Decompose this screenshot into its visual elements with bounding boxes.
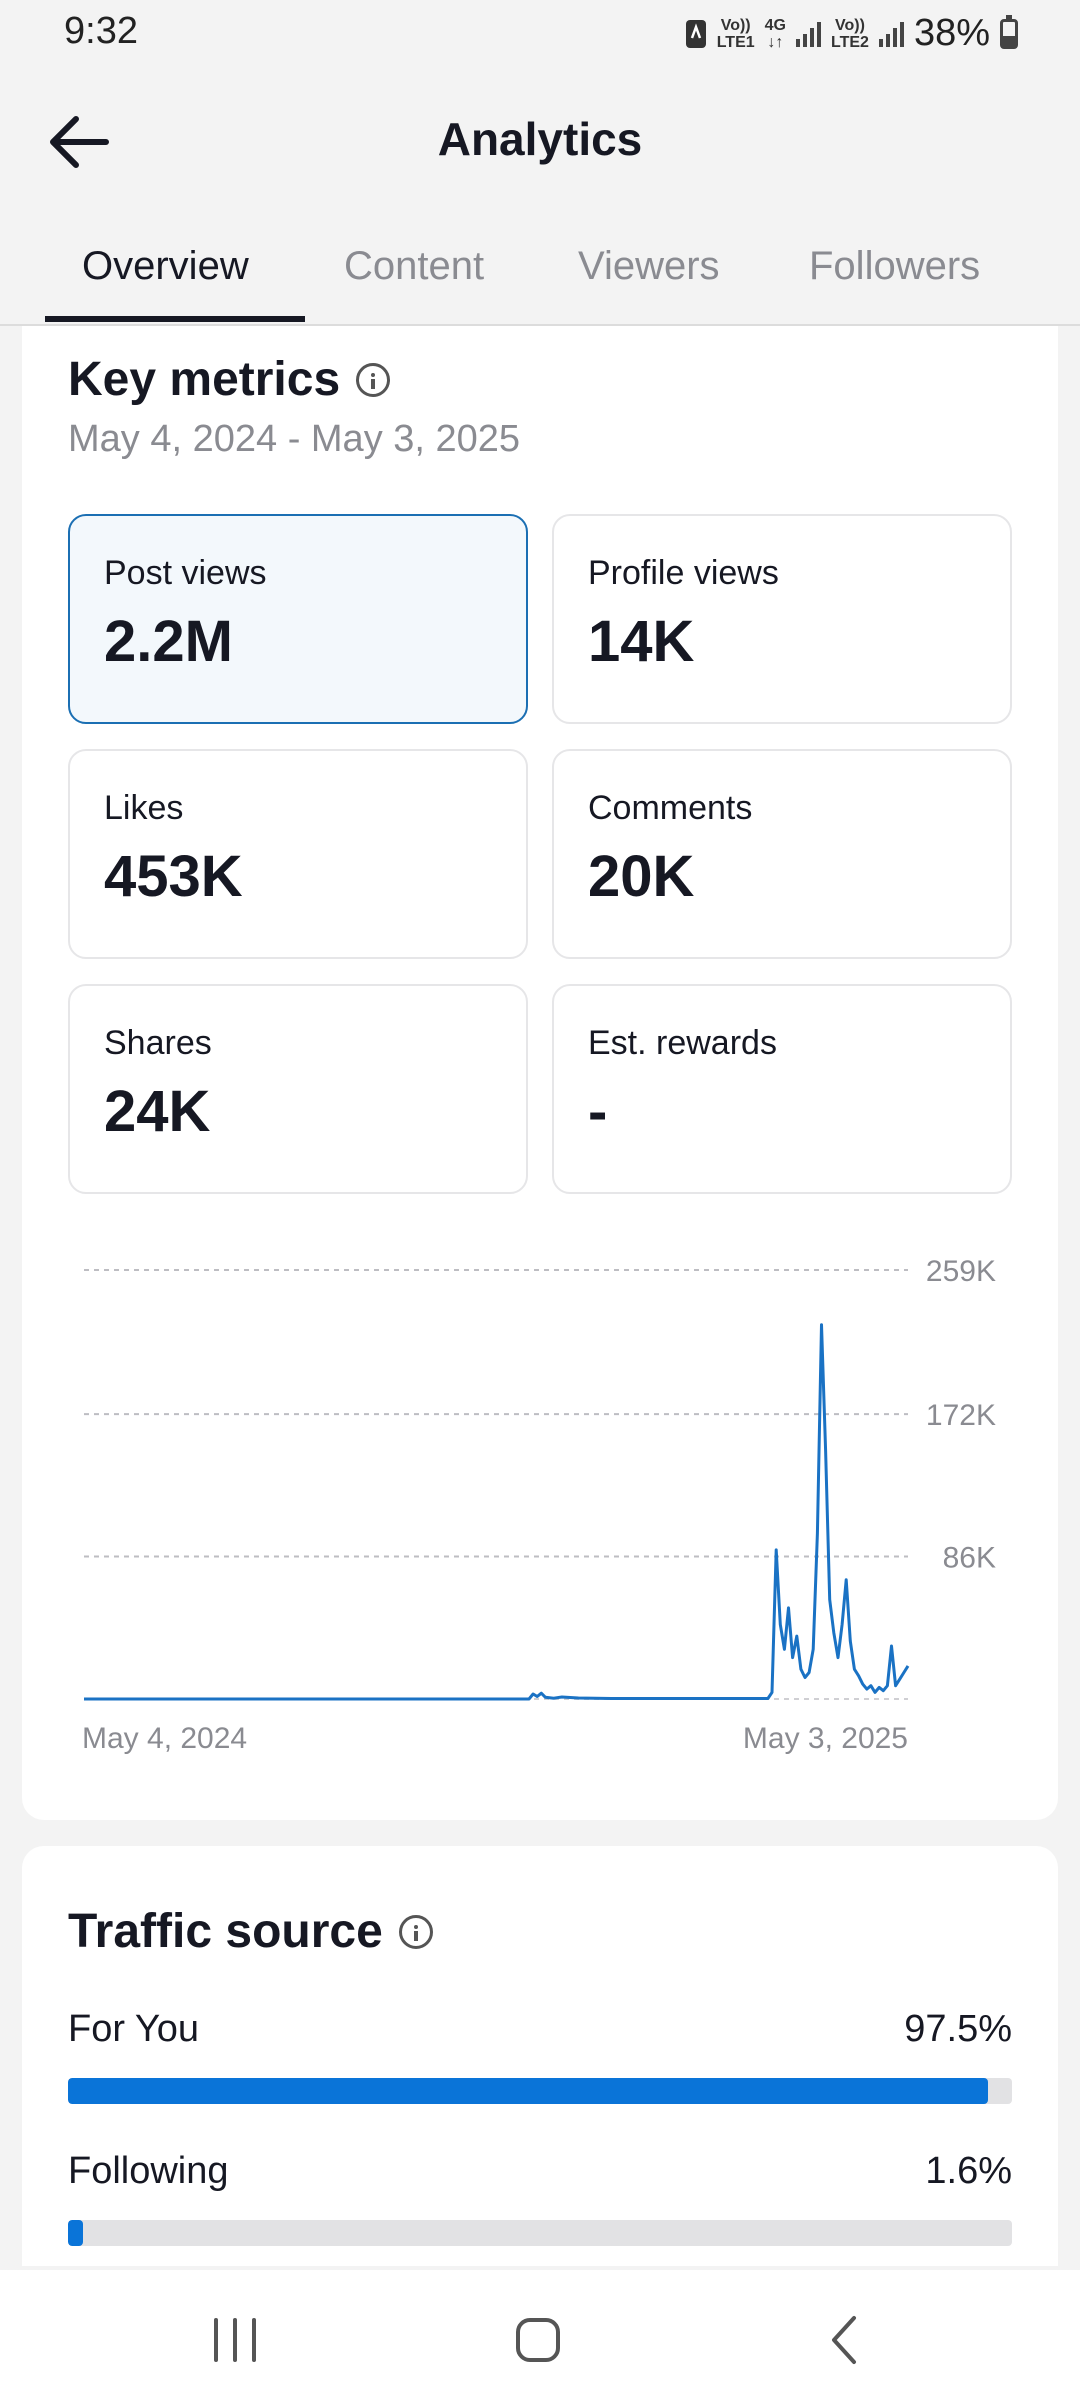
home-icon[interactable] (510, 2310, 570, 2370)
status-bar: 9:32 Vo)) LTE1 4G ↓↑ Vo)) LTE2 38% (0, 0, 1080, 72)
metric-label: Profile views (588, 554, 779, 592)
tab-viewers[interactable]: Viewers (578, 244, 720, 288)
arrow-left-icon (50, 116, 109, 168)
status-icons: Vo)) LTE1 4G ↓↑ Vo)) LTE2 38% (685, 12, 1018, 55)
post-views-chart: 86K 172K 259K May 4, 2024 May 3, 2025 (82, 1255, 996, 1755)
tab-content[interactable]: Content (344, 244, 485, 288)
date-range: May 4, 2024 - May 3, 2025 (68, 418, 521, 460)
back-icon[interactable] (820, 2310, 870, 2370)
system-nav-bar (0, 2270, 1080, 2408)
status-time: 9:32 (64, 10, 138, 52)
lock-icon (685, 19, 706, 48)
metric-post-views[interactable]: Post views 2.2M (68, 514, 528, 724)
metric-value: - (588, 1079, 608, 1144)
chart-series-line (84, 1323, 910, 1701)
sim1-indicator: Vo)) LTE1 (716, 16, 755, 51)
traffic-source-heading: Traffic source (68, 1904, 433, 1959)
metric-label: Shares (104, 1024, 212, 1062)
traffic-source-percent: 97.5% (904, 2008, 1012, 2050)
key-metrics-heading: Key metrics (68, 352, 391, 407)
signal-icon-2 (878, 21, 904, 47)
info-icon[interactable] (398, 1914, 433, 1949)
key-metrics-card: Key metrics May 4, 2024 - May 3, 2025 Po… (22, 326, 1058, 1820)
metric-label: Comments (588, 789, 753, 827)
traffic-bar-track (68, 2078, 1012, 2104)
y-tick-label: 259K (926, 1255, 996, 1288)
traffic-source-card: Traffic source For You 97.5% Following 1… (22, 1846, 1058, 2266)
traffic-source-percent: 1.6% (925, 2150, 1012, 2192)
metric-value: 20K (588, 844, 695, 909)
y-tick-label: 86K (943, 1542, 996, 1575)
metric-likes[interactable]: Likes 453K (68, 749, 528, 959)
tab-followers[interactable]: Followers (809, 244, 981, 288)
active-tab-indicator (45, 316, 305, 322)
network-indicator: 4G ↓↑ (764, 16, 786, 51)
sim2-indicator: Vo)) LTE2 (831, 16, 869, 51)
battery-icon (1000, 14, 1018, 49)
app-header: Analytics (0, 72, 1080, 212)
signal-icon (796, 21, 821, 47)
traffic-source-title: Traffic source (68, 1905, 383, 1958)
tab-bar: Overview Content Viewers Followers (0, 212, 1080, 326)
tab-overview[interactable]: Overview (82, 244, 249, 288)
metric-comments[interactable]: Comments 20K (552, 749, 1012, 959)
x-start-label: May 4, 2024 (82, 1722, 247, 1755)
recent-apps-icon[interactable] (210, 2310, 260, 2370)
traffic-bar-track (68, 2220, 1012, 2246)
metric-est-rewards[interactable]: Est. rewards - (552, 984, 1012, 1194)
traffic-source-name: Following (68, 2150, 229, 2192)
metric-label: Likes (104, 789, 184, 827)
metric-label: Est. rewards (588, 1024, 777, 1062)
traffic-source-name: For You (68, 2008, 199, 2050)
y-tick-label: 172K (926, 1399, 996, 1432)
traffic-bar-fill (68, 2078, 989, 2104)
metric-value: 14K (588, 609, 695, 674)
key-metrics-title: Key metrics (68, 353, 341, 406)
back-button[interactable] (44, 107, 114, 177)
metric-value: 2.2M (104, 609, 233, 674)
page-title: Analytics (437, 113, 643, 165)
info-icon[interactable] (356, 362, 391, 397)
battery-percentage: 38% (913, 12, 990, 54)
traffic-bar-fill (68, 2220, 84, 2246)
metric-shares[interactable]: Shares 24K (68, 984, 528, 1194)
x-end-label: May 3, 2025 (743, 1722, 908, 1755)
metric-profile-views[interactable]: Profile views 14K (552, 514, 1012, 724)
metric-label: Post views (104, 554, 267, 592)
metric-value: 24K (104, 1079, 211, 1144)
metric-value: 453K (104, 844, 243, 909)
